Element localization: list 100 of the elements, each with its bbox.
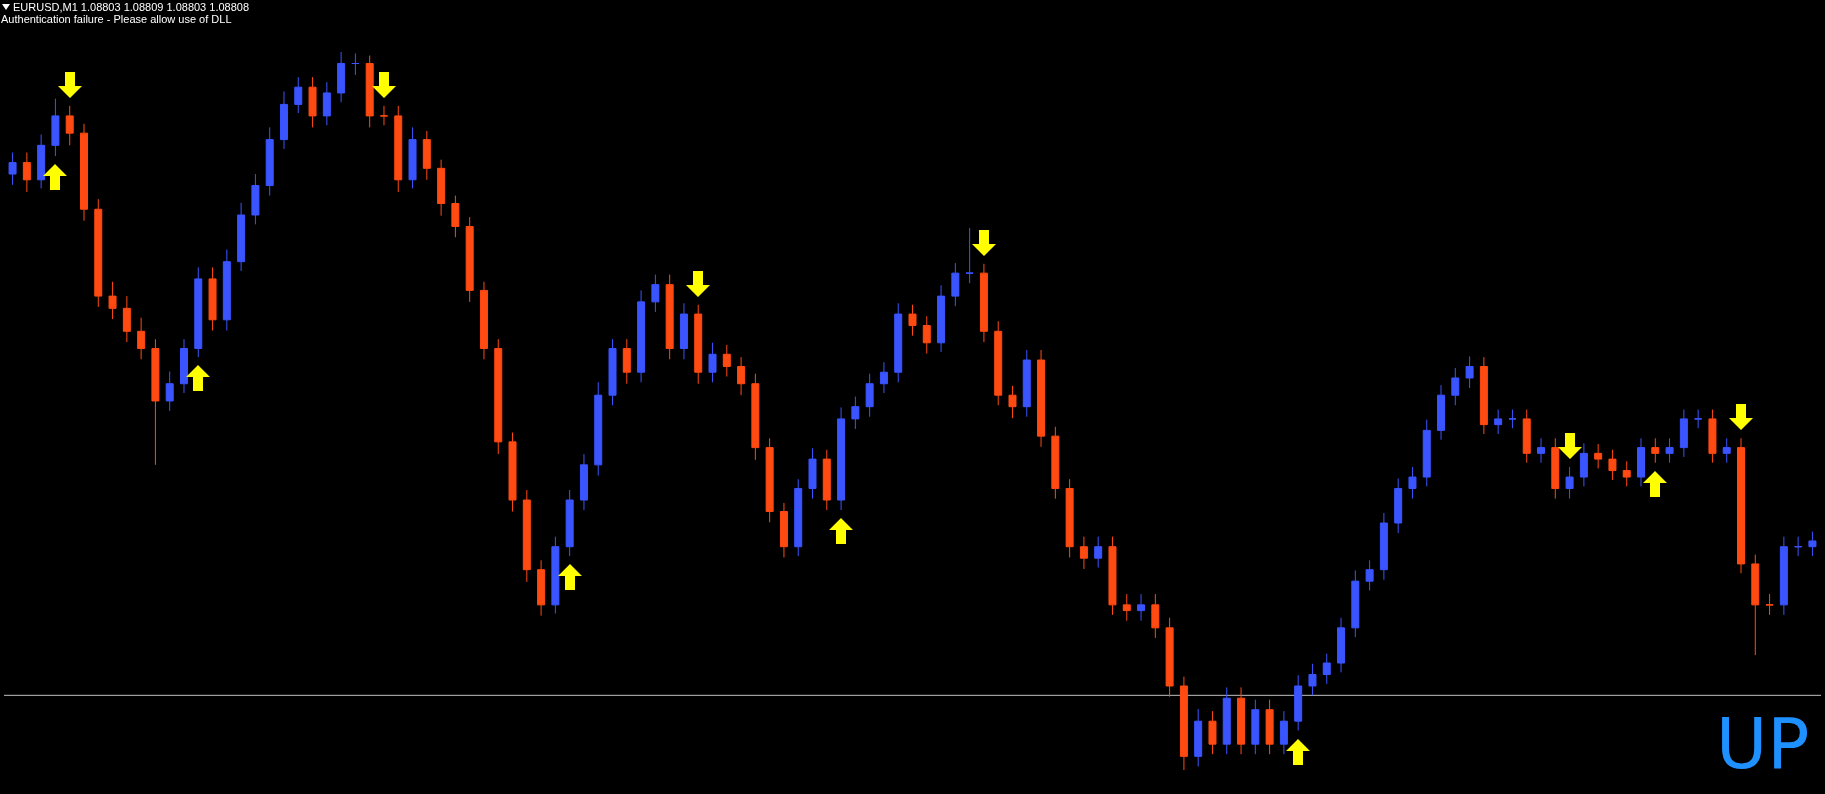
- candlestick: [1151, 593, 1160, 639]
- candlestick: [737, 356, 746, 396]
- candlestick: [351, 52, 360, 76]
- candlestick: [908, 304, 917, 337]
- candlestick: [751, 373, 760, 461]
- candlestick: [1037, 349, 1046, 448]
- candlestick: [465, 216, 474, 303]
- candlestick: [394, 105, 403, 193]
- candlestick: [94, 198, 103, 308]
- candlestick: [1594, 443, 1603, 469]
- candlestick: [951, 262, 960, 307]
- candlestick: [779, 502, 788, 558]
- candlestick: [1394, 477, 1403, 534]
- candlestick: [251, 173, 260, 225]
- candlestick: [679, 302, 688, 360]
- candlestick: [1194, 708, 1203, 767]
- candlestick: [1637, 437, 1646, 487]
- candlestick: [1694, 409, 1703, 429]
- candlestick: [708, 342, 717, 383]
- candlestick: [408, 126, 417, 189]
- candlestick: [937, 284, 946, 353]
- annotation: UP: [1716, 703, 1810, 785]
- candlestick: [237, 202, 246, 272]
- candlestick: [579, 453, 588, 511]
- candlestick: [1408, 466, 1417, 500]
- candlestick: [1365, 559, 1374, 591]
- candlestick: [1108, 536, 1117, 616]
- candlestick: [151, 338, 160, 466]
- candlestick: [1651, 437, 1660, 464]
- candlestick: [265, 126, 274, 197]
- candlestick: [1479, 356, 1488, 435]
- candlestick: [179, 338, 188, 394]
- candlestick: [551, 536, 560, 614]
- candlestick: [137, 317, 146, 360]
- candlestick: [794, 478, 803, 557]
- candlestick: [494, 338, 503, 455]
- candlestick: [308, 76, 317, 128]
- candlestick: [1079, 536, 1088, 570]
- candlestick: [1437, 384, 1446, 441]
- candlestick: [1565, 466, 1574, 500]
- candlestick: [22, 152, 31, 193]
- candlestick: [1322, 653, 1331, 685]
- candlestick: [1251, 699, 1260, 755]
- candlestick: [1737, 437, 1746, 574]
- candlestick: [1608, 449, 1617, 481]
- candlestick: [365, 55, 374, 128]
- candlestick: [722, 344, 731, 378]
- candlestick: [1794, 536, 1803, 557]
- candlestick: [437, 159, 446, 217]
- candlestick: [1379, 512, 1388, 581]
- candlestick: [608, 338, 617, 406]
- candlestick: [1779, 536, 1788, 616]
- candlestick: [637, 289, 646, 383]
- candlestick: [922, 315, 931, 355]
- candlestick: [522, 489, 531, 583]
- candlestick: [322, 81, 331, 126]
- candlestick: [1094, 536, 1103, 569]
- candlestick: [1265, 699, 1274, 755]
- candlestick: [822, 449, 831, 511]
- candlestick: [1765, 593, 1774, 616]
- candlestick: [1465, 355, 1474, 389]
- candlestick: [894, 302, 903, 383]
- candlestick: [1008, 385, 1017, 419]
- candlestick: [1222, 686, 1231, 755]
- candlestick: [1308, 663, 1317, 696]
- candlestick: [79, 123, 88, 222]
- candlestick: [1679, 409, 1688, 458]
- candlestick: [622, 338, 631, 385]
- candlestick: [122, 295, 131, 343]
- candlestick: [879, 361, 888, 394]
- candlestick: [1751, 554, 1760, 656]
- candlestick: [837, 406, 846, 511]
- candlestick: [1208, 710, 1217, 755]
- candlestick: [1451, 367, 1460, 406]
- candlestick: [479, 281, 488, 360]
- candlestick: [665, 274, 674, 360]
- candlestick: [65, 105, 74, 146]
- candlestick: [1494, 409, 1503, 435]
- candlestick: [37, 134, 46, 189]
- candlestick: [851, 396, 860, 430]
- candlestick: [222, 248, 231, 332]
- candlestick: [508, 432, 517, 513]
- candlestick: [651, 274, 660, 313]
- candlestick: [422, 130, 431, 181]
- candlestick: [594, 381, 603, 477]
- candlestick: [1422, 419, 1431, 487]
- chart-title: EURUSD,M1 1.08803 1.08809 1.08803 1.08808: [13, 1, 250, 14]
- candlestick: [1137, 593, 1146, 622]
- candlestick: [1122, 593, 1131, 622]
- candlestick: [1237, 686, 1246, 755]
- candlestick: [1808, 531, 1817, 557]
- candlestick: [1351, 569, 1360, 638]
- candlestick: [1165, 617, 1174, 698]
- candlestick: [1294, 674, 1303, 732]
- candlestick: [1708, 409, 1717, 464]
- candlestick: [1551, 437, 1560, 500]
- candlestick: [965, 227, 974, 284]
- candlestick: [1537, 437, 1546, 464]
- candlestick: [865, 373, 874, 418]
- candlestick: [279, 90, 288, 150]
